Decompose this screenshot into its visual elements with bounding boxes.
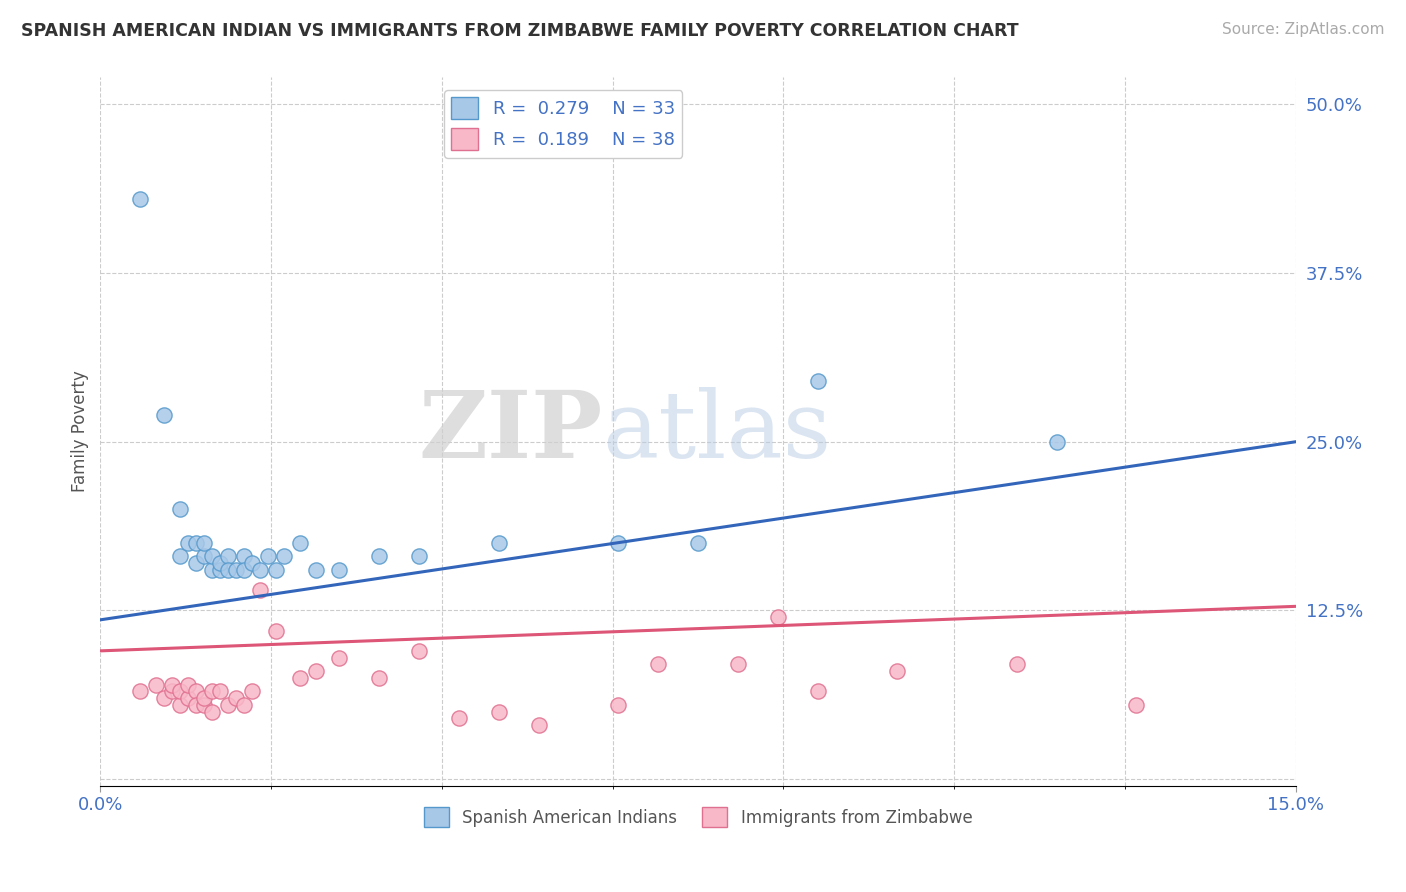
Point xyxy=(184,556,207,570)
Point xyxy=(217,549,239,564)
Point xyxy=(249,563,271,577)
Point xyxy=(232,549,254,564)
Point xyxy=(886,664,908,678)
Point xyxy=(208,684,231,698)
Text: Source: ZipAtlas.com: Source: ZipAtlas.com xyxy=(1222,22,1385,37)
Point xyxy=(184,698,207,712)
Point xyxy=(232,563,254,577)
Point xyxy=(249,583,271,598)
Point xyxy=(288,536,311,550)
Point xyxy=(217,698,239,712)
Point xyxy=(153,408,176,422)
Point xyxy=(184,684,207,698)
Point xyxy=(184,536,207,550)
Point xyxy=(328,563,350,577)
Point xyxy=(766,610,789,624)
Point xyxy=(264,624,287,638)
Point xyxy=(208,556,231,570)
Point xyxy=(288,671,311,685)
Y-axis label: Family Poverty: Family Poverty xyxy=(72,371,89,492)
Point xyxy=(488,536,510,550)
Point xyxy=(807,374,830,388)
Point xyxy=(1125,698,1147,712)
Point xyxy=(807,684,830,698)
Point xyxy=(368,549,391,564)
Point xyxy=(129,192,152,206)
Point xyxy=(304,664,326,678)
Text: ZIP: ZIP xyxy=(418,386,602,476)
Point xyxy=(208,563,231,577)
Point xyxy=(201,684,224,698)
Point xyxy=(193,698,215,712)
Point xyxy=(527,718,550,732)
Point xyxy=(304,563,326,577)
Point xyxy=(328,650,350,665)
Point xyxy=(647,657,669,672)
Text: atlas: atlas xyxy=(602,386,832,476)
Point xyxy=(160,684,183,698)
Point xyxy=(408,644,430,658)
Point xyxy=(1046,434,1069,449)
Point xyxy=(225,563,247,577)
Point xyxy=(607,536,630,550)
Point xyxy=(201,549,224,564)
Point xyxy=(193,691,215,706)
Point xyxy=(240,556,263,570)
Point xyxy=(169,698,191,712)
Point xyxy=(408,549,430,564)
Point xyxy=(193,549,215,564)
Point xyxy=(447,711,470,725)
Point xyxy=(193,536,215,550)
Point xyxy=(153,691,176,706)
Point xyxy=(273,549,295,564)
Point xyxy=(160,677,183,691)
Point xyxy=(145,677,167,691)
Point xyxy=(1005,657,1028,672)
Point xyxy=(225,691,247,706)
Point xyxy=(368,671,391,685)
Point xyxy=(264,563,287,577)
Point xyxy=(256,549,278,564)
Point xyxy=(232,698,254,712)
Point xyxy=(488,705,510,719)
Point xyxy=(201,563,224,577)
Point xyxy=(727,657,749,672)
Point xyxy=(129,684,152,698)
Point xyxy=(169,549,191,564)
Point xyxy=(201,705,224,719)
Point xyxy=(686,536,709,550)
Point xyxy=(177,677,200,691)
Point xyxy=(240,684,263,698)
Point xyxy=(217,563,239,577)
Point xyxy=(607,698,630,712)
Point xyxy=(169,502,191,516)
Text: SPANISH AMERICAN INDIAN VS IMMIGRANTS FROM ZIMBABWE FAMILY POVERTY CORRELATION C: SPANISH AMERICAN INDIAN VS IMMIGRANTS FR… xyxy=(21,22,1019,40)
Point xyxy=(169,684,191,698)
Point xyxy=(177,536,200,550)
Legend: Spanish American Indians, Immigrants from Zimbabwe: Spanish American Indians, Immigrants fro… xyxy=(418,800,979,834)
Point xyxy=(177,691,200,706)
